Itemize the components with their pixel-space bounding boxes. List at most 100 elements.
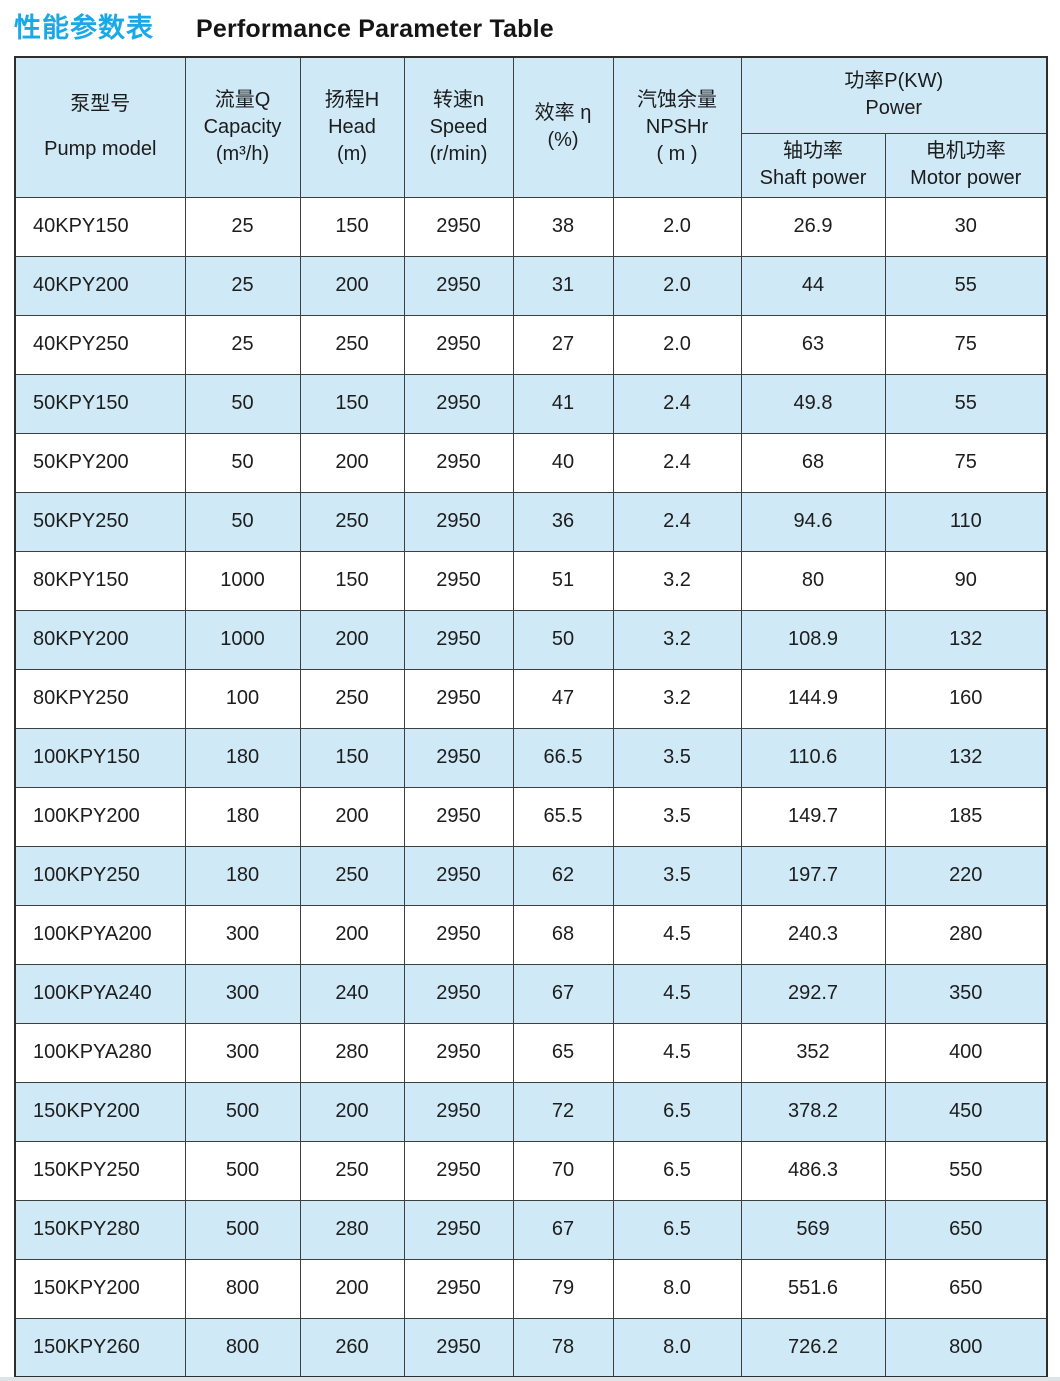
head-cell: 280 [299, 1022, 405, 1083]
table-row: 50KPY250 50 250 2950 36 2.4 94.6 110 [14, 491, 1048, 552]
pump-model-cell: 40KPY250 [14, 314, 186, 375]
table-row: 80KPY200 1000 200 2950 50 3.2 108.9 132 [14, 609, 1048, 670]
head-cell: 200 [299, 786, 405, 847]
shaft-power-cell: 378.2 [740, 1081, 886, 1142]
capacity-cell: 50 [184, 373, 301, 434]
efficiency-cell: 31 [512, 255, 614, 316]
npshr-cell: 3.2 [612, 609, 742, 670]
pump-model-cell: 40KPY200 [14, 255, 186, 316]
capacity-cell: 180 [184, 727, 301, 788]
motor-power-cell: 185 [884, 786, 1048, 847]
efficiency-cell: 66.5 [512, 727, 614, 788]
speed-cell: 2950 [403, 373, 514, 434]
motor-power-cell: 90 [884, 550, 1048, 611]
capacity-cell: 500 [184, 1081, 301, 1142]
npshr-cell: 2.0 [612, 255, 742, 316]
pump-model-cell: 100KPY250 [14, 845, 186, 906]
efficiency-cell: 79 [512, 1258, 614, 1319]
speed-cell: 2950 [403, 491, 514, 552]
motor-power-cell: 550 [884, 1140, 1048, 1201]
head-cell: 200 [299, 1258, 405, 1319]
capacity-cell: 500 [184, 1140, 301, 1201]
pump-model-cell: 100KPYA240 [14, 963, 186, 1024]
capacity-cell: 25 [184, 255, 301, 316]
shaft-power-cell: 292.7 [740, 963, 886, 1024]
motor-power-cell: 650 [884, 1199, 1048, 1260]
pump-model-cell: 50KPY200 [14, 432, 186, 493]
motor-power-cell: 55 [884, 373, 1048, 434]
speed-cell: 2950 [403, 550, 514, 611]
npshr-cell: 2.4 [612, 432, 742, 493]
table-row: 50KPY200 50 200 2950 40 2.4 68 75 [14, 432, 1048, 493]
head-cell: 250 [299, 845, 405, 906]
efficiency-cell: 65.5 [512, 786, 614, 847]
capacity-cell: 800 [184, 1258, 301, 1319]
head-cell: 260 [299, 1317, 405, 1378]
pump-model-cell: 80KPY150 [14, 550, 186, 611]
page-bottom-edge [0, 1377, 1060, 1381]
efficiency-cell: 62 [512, 845, 614, 906]
shaft-power-cell: 110.6 [740, 727, 886, 788]
shaft-power-cell: 80 [740, 550, 886, 611]
motor-power-cell: 450 [884, 1081, 1048, 1142]
npshr-cell: 6.5 [612, 1199, 742, 1260]
motor-power-cell: 75 [884, 432, 1048, 493]
speed-cell: 2950 [403, 904, 514, 965]
col-header-head-unit: (m) [337, 142, 367, 165]
head-cell: 150 [299, 373, 405, 434]
col-header-capacity: 流量Q Capacity (m³/h) [184, 56, 301, 198]
header-row-sub: 轴功率 Shaft power 电机功率 Motor power [15, 132, 1048, 198]
motor-power-cell: 400 [884, 1022, 1048, 1083]
speed-cell: 2950 [403, 1081, 514, 1142]
speed-cell: 2950 [403, 1317, 514, 1378]
npshr-cell: 3.5 [612, 786, 742, 847]
table-row: 100KPYA240 300 240 2950 67 4.5 292.7 350 [14, 963, 1048, 1024]
head-cell: 280 [299, 1199, 405, 1260]
head-cell: 250 [299, 491, 405, 552]
table-row: 100KPYA200 300 200 2950 68 4.5 240.3 280 [14, 904, 1048, 965]
head-cell: 250 [299, 1140, 405, 1201]
table-row: 50KPY150 50 150 2950 41 2.4 49.8 55 [14, 373, 1048, 434]
capacity-cell: 25 [184, 314, 301, 375]
col-header-motor-power-zh: 电机功率 [925, 140, 1006, 162]
page-title-english: Performance Parameter Table [196, 15, 554, 43]
col-header-shaft-power-zh: 轴功率 [783, 140, 843, 162]
shaft-power-cell: 49.8 [740, 373, 886, 434]
head-cell: 200 [299, 609, 405, 670]
shaft-power-cell: 569 [740, 1199, 886, 1260]
npshr-cell: 8.0 [612, 1258, 742, 1319]
table-body: 40KPY150 25 150 2950 38 2.0 26.9 30 40KPY200 25 20… [14, 196, 1048, 1378]
shaft-power-cell: 197.7 [740, 845, 886, 906]
npshr-cell: 3.5 [612, 727, 742, 788]
efficiency-cell: 40 [512, 432, 614, 493]
shaft-power-cell: 352 [740, 1022, 886, 1083]
efficiency-cell: 38 [512, 196, 614, 257]
efficiency-cell: 36 [512, 491, 614, 552]
npshr-cell: 6.5 [612, 1140, 742, 1201]
motor-power-cell: 160 [884, 668, 1048, 729]
col-header-head: 扬程H Head (m) [299, 56, 405, 198]
table-row: 150KPY250 500 250 2950 70 6.5 486.3 550 [14, 1140, 1048, 1201]
col-header-speed-en: Speed [429, 115, 488, 138]
col-header-npshr-en: NPSHr [645, 115, 709, 138]
motor-power-cell: 350 [884, 963, 1048, 1024]
speed-cell: 2950 [403, 255, 514, 316]
npshr-cell: 4.5 [612, 963, 742, 1024]
efficiency-cell: 41 [512, 373, 614, 434]
pump-model-cell: 100KPY200 [14, 786, 186, 847]
pump-model-cell: 150KPY200 [14, 1258, 186, 1319]
npshr-cell: 3.5 [612, 845, 742, 906]
head-cell: 150 [299, 196, 405, 257]
col-header-power-zh: 功率P(KW) [844, 70, 944, 93]
npshr-cell: 2.0 [612, 314, 742, 375]
col-header-pump-model-en: Pump model [44, 138, 157, 161]
pump-model-cell: 150KPY200 [14, 1081, 186, 1142]
pump-model-cell: 80KPY250 [14, 668, 186, 729]
speed-cell: 2950 [403, 727, 514, 788]
head-cell: 200 [299, 432, 405, 493]
table-row: 40KPY250 25 250 2950 27 2.0 63 75 [14, 314, 1048, 375]
col-header-motor-power-en: Motor power [910, 167, 1022, 189]
col-header-npshr-unit: ( m ) [656, 142, 698, 165]
capacity-cell: 1000 [184, 609, 301, 670]
col-header-efficiency-zh: 效率 η [534, 102, 592, 125]
